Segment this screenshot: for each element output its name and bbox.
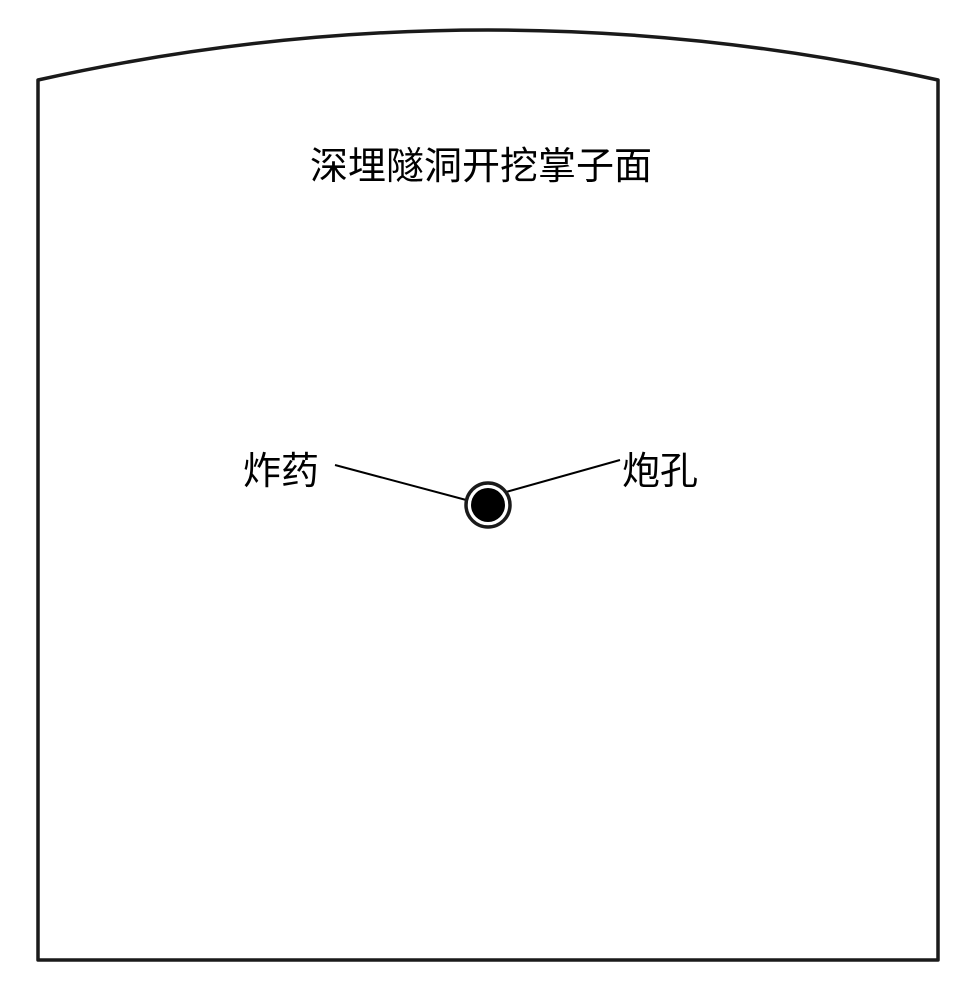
label-explosive: 炸药 bbox=[243, 440, 319, 495]
leader-line-left bbox=[335, 465, 470, 501]
tunnel-diagram: 深埋隧洞开挖掌子面 炸药 炮孔 bbox=[0, 0, 975, 1000]
label-blast-hole: 炮孔 bbox=[622, 440, 698, 495]
explosive-inner bbox=[471, 488, 505, 522]
leader-line-right bbox=[506, 460, 620, 492]
diagram-title: 深埋隧洞开挖掌子面 bbox=[310, 135, 652, 190]
